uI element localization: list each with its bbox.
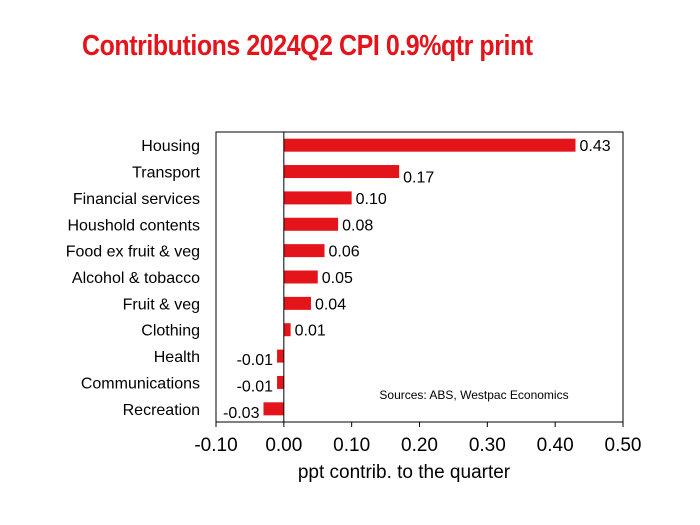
bars-layer — [263, 138, 576, 416]
category-labels: Housing Transport Financial services Housho… — [66, 138, 201, 419]
bar — [277, 349, 284, 363]
bar — [283, 323, 291, 337]
category-label: Alcohol & tobacco — [72, 270, 200, 287]
value-labels: 0.43 0.17 0.10 0.08 0.06 0.05 0.04 0.01 -0.01 -0.… — [223, 138, 611, 422]
x-tick-label: 0.30 — [469, 435, 506, 456]
value-label: -0.03 — [223, 405, 260, 422]
category-label: Transport — [132, 165, 200, 182]
bar — [277, 375, 284, 389]
x-axis-label: ppt contrib. to the quarter — [298, 462, 511, 483]
category-label: Fruit & veg — [123, 296, 200, 313]
bar — [263, 402, 284, 416]
category-label: Food ex fruit & veg — [66, 244, 200, 261]
value-label: 0.01 — [295, 323, 326, 340]
x-tick-label: -0.10 — [194, 435, 237, 456]
x-tick-label: 0.40 — [537, 435, 574, 456]
category-label: Communications — [81, 375, 200, 392]
bar — [283, 138, 576, 152]
bar — [283, 244, 325, 258]
category-label: Recreation — [123, 402, 200, 419]
value-label: -0.01 — [237, 352, 274, 369]
x-axis-ticks: -0.10 0.00 0.10 0.20 0.30 0.40 0.50 — [194, 422, 641, 456]
value-label: 0.06 — [329, 244, 360, 261]
category-label: Clothing — [141, 323, 200, 340]
sources-annotation: Sources: ABS, Westpac Economics — [379, 388, 568, 402]
x-tick-label: 0.10 — [333, 435, 370, 456]
category-label: Houshold contents — [67, 217, 200, 234]
bar — [283, 165, 400, 179]
value-label: 0.04 — [315, 296, 346, 313]
value-label: 0.05 — [322, 270, 353, 287]
chart-title: Contributions 2024Q2 CPI 0.9%qtr print — [82, 30, 533, 62]
value-label: 0.17 — [403, 170, 434, 187]
value-label: 0.08 — [342, 217, 373, 234]
bar — [283, 270, 318, 284]
category-label: Health — [154, 349, 200, 366]
bar — [283, 191, 352, 205]
x-tick-label: 0.00 — [265, 435, 302, 456]
value-label: 0.43 — [580, 138, 611, 155]
category-label: Financial services — [73, 191, 200, 208]
bar — [283, 296, 311, 310]
category-label: Housing — [141, 138, 200, 155]
x-tick-label: 0.20 — [401, 435, 438, 456]
bar — [283, 217, 339, 231]
value-label: 0.10 — [356, 191, 387, 208]
value-label: -0.01 — [237, 378, 274, 395]
x-tick-label: 0.50 — [605, 435, 642, 456]
